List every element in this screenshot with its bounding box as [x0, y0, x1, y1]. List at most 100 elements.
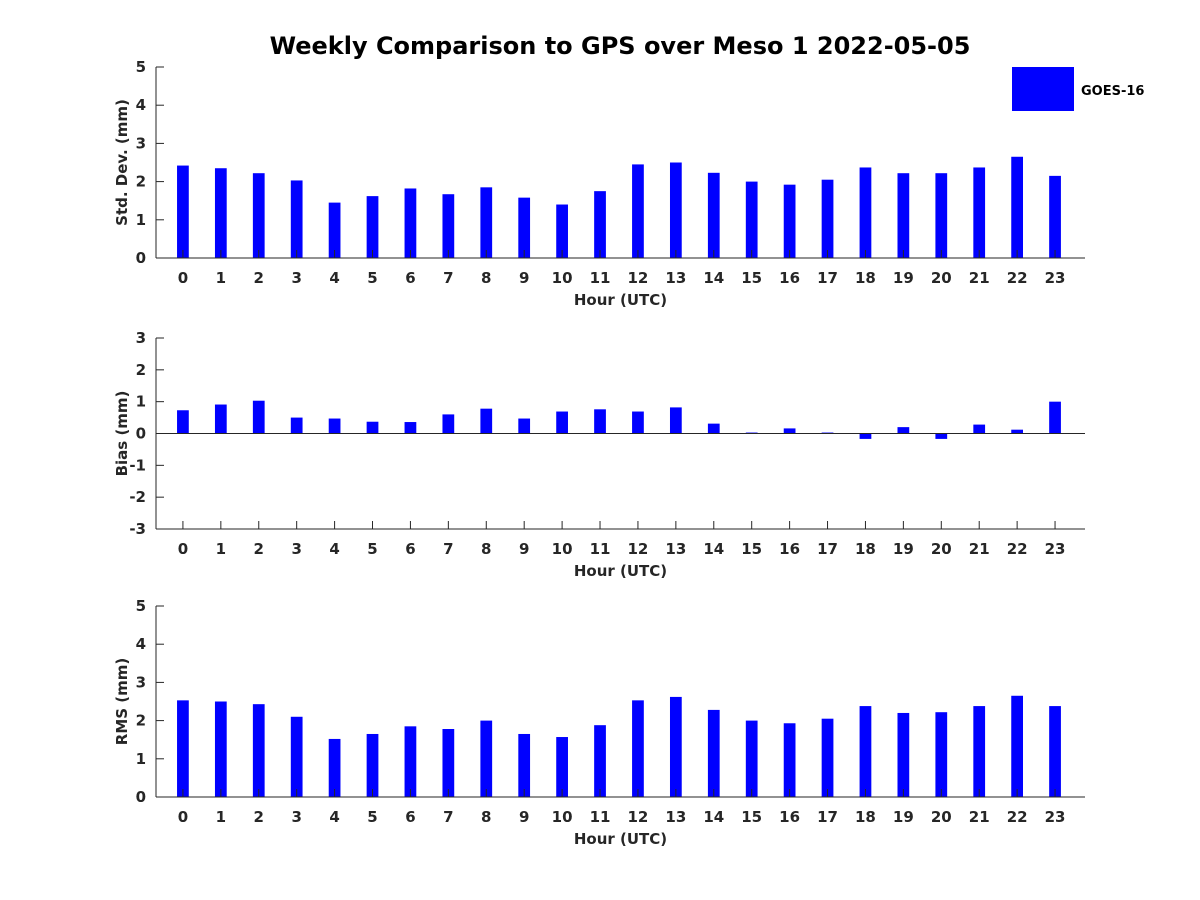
bar-panel1-hour-8: [480, 187, 493, 258]
x-tick-label: 16: [779, 808, 800, 826]
bar-panel3-hour-11: [594, 725, 606, 797]
bar-panel1-hour-13: [669, 162, 682, 258]
bar-panel3-hour-3: [290, 716, 303, 797]
x-tick-label: 13: [665, 269, 686, 287]
x-tick-label: 7: [443, 269, 453, 287]
x-tick-label: 11: [590, 808, 611, 826]
x-tick-label: 11: [590, 269, 611, 287]
bar-panel2-hour-8: [480, 408, 493, 434]
bar-panel3-hour-19: [897, 712, 910, 797]
x-tick-label: 7: [443, 808, 453, 826]
x-tick-label: 23: [1045, 808, 1066, 826]
y-tick-label: -3: [129, 520, 146, 538]
x-tick-label: 5: [367, 269, 377, 287]
x-tick-label: 19: [893, 269, 914, 287]
bar-panel3-hour-21: [973, 706, 986, 797]
y-axis-label: Std. Dev. (mm): [113, 99, 131, 226]
x-tick-label: 20: [931, 540, 952, 558]
bar-panel1-hour-0: [177, 165, 189, 258]
x-tick-label: 4: [329, 808, 339, 826]
x-tick-label: 22: [1007, 540, 1028, 558]
y-tick-label: 3: [136, 134, 146, 152]
bar-panel1-hour-9: [518, 197, 531, 258]
x-tick-label: 2: [254, 540, 264, 558]
y-axis-label: RMS (mm): [113, 658, 131, 745]
bar-panel1-hour-2: [252, 173, 265, 258]
y-tick-label: 2: [136, 173, 146, 191]
y-tick-label: -2: [129, 488, 146, 506]
x-tick-label: 9: [519, 540, 529, 558]
x-tick-label: 4: [329, 269, 339, 287]
bar-panel2-hour-21: [973, 424, 986, 434]
bar-panel2-hour-4: [328, 418, 341, 434]
bar-panel2-hour-1: [214, 404, 227, 434]
x-tick-label: 23: [1045, 269, 1066, 287]
bar-panel3-hour-1: [214, 701, 227, 797]
x-tick-label: 2: [254, 269, 264, 287]
x-tick-label: 6: [405, 808, 415, 826]
x-tick-label: 5: [367, 540, 377, 558]
y-tick-label: 5: [136, 58, 146, 76]
bar-panel3-hour-14: [707, 709, 720, 797]
x-tick-label: 3: [291, 269, 301, 287]
x-tick-label: 22: [1007, 269, 1028, 287]
x-tick-label: 9: [519, 269, 529, 287]
x-tick-label: 0: [178, 269, 188, 287]
x-tick-label: 14: [703, 540, 724, 558]
bar-panel3-hour-20: [935, 712, 948, 797]
bar-panel3-hour-5: [366, 733, 379, 797]
x-tick-label: 1: [216, 808, 226, 826]
x-tick-label: 15: [741, 269, 762, 287]
x-tick-label: 13: [665, 540, 686, 558]
bar-panel2-hour-12: [632, 411, 644, 434]
x-tick-label: 18: [855, 269, 876, 287]
legend: GOES-16: [1012, 67, 1144, 111]
bar-panel2-hour-7: [442, 414, 455, 434]
bar-panel1-hour-3: [290, 180, 303, 258]
bar-panel1-hour-10: [556, 204, 568, 258]
bar-panel3-hour-4: [328, 738, 341, 797]
bar-panel3-hour-6: [404, 726, 417, 797]
x-tick-label: 21: [969, 808, 990, 826]
x-tick-label: 10: [552, 540, 573, 558]
bar-panel3-hour-10: [556, 737, 568, 797]
x-tick-label: 3: [291, 540, 301, 558]
bar-panel2-hour-13: [669, 407, 682, 434]
y-tick-label: 1: [136, 393, 146, 411]
x-tick-label: 4: [329, 540, 339, 558]
x-tick-label: 20: [931, 808, 952, 826]
bar-panel1-hour-15: [745, 181, 758, 258]
bar-panel2-hour-16: [783, 428, 796, 434]
x-tick-label: 17: [817, 269, 838, 287]
bar-panel1-hour-7: [442, 194, 455, 258]
bar-panel2-hour-3: [290, 417, 303, 434]
x-tick-label: 21: [969, 540, 990, 558]
x-tick-label: 9: [519, 808, 529, 826]
x-tick-label: 18: [855, 808, 876, 826]
x-tick-label: 1: [216, 269, 226, 287]
bar-panel3-hour-2: [252, 704, 265, 797]
y-tick-label: 2: [136, 361, 146, 379]
x-tick-label: 12: [628, 808, 649, 826]
bar-panel1-hour-6: [404, 188, 417, 258]
bar-panel2-hour-20: [935, 433, 948, 439]
x-tick-label: 14: [703, 269, 724, 287]
x-tick-label: 2: [254, 808, 264, 826]
bar-panel1-hour-1: [214, 168, 227, 258]
y-tick-label: -1: [129, 456, 146, 474]
x-tick-label: 15: [741, 808, 762, 826]
bar-panel3-hour-0: [177, 700, 189, 797]
y-tick-label: 0: [136, 788, 146, 806]
bar-panel1-hour-5: [366, 196, 379, 258]
y-tick-label: 5: [136, 597, 146, 615]
bar-panel2-hour-5: [366, 421, 379, 434]
bar-panel1-hour-20: [935, 173, 948, 258]
y-tick-label: 3: [136, 329, 146, 347]
bar-panel1-hour-11: [594, 191, 606, 258]
bar-panel2-hour-23: [1049, 401, 1061, 434]
x-axis-label: Hour (UTC): [574, 562, 667, 580]
x-tick-label: 8: [481, 540, 491, 558]
